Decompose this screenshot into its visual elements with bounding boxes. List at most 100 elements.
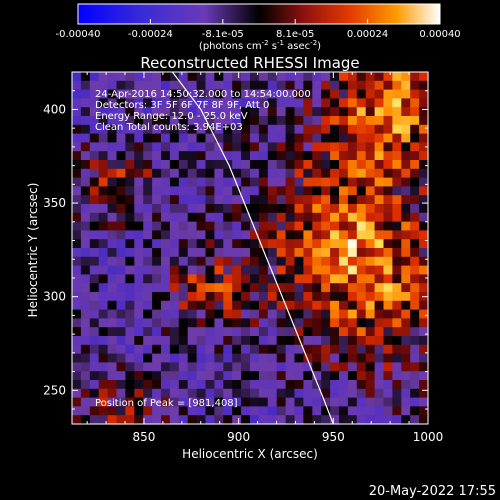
heatmap-cell bbox=[339, 195, 349, 205]
heatmap-cell bbox=[330, 336, 340, 346]
heatmap-cell bbox=[223, 256, 233, 267]
heatmap-cell bbox=[339, 72, 349, 82]
heatmap-cell bbox=[107, 230, 118, 240]
heatmap-cell bbox=[107, 212, 118, 223]
heatmap-cell bbox=[223, 415, 233, 425]
heatmap-cell bbox=[419, 80, 429, 91]
heatmap-cell bbox=[98, 168, 109, 179]
heatmap-cell bbox=[401, 415, 411, 425]
heatmap-cell bbox=[321, 388, 331, 399]
heatmap-cell bbox=[152, 151, 162, 161]
heatmap-cell bbox=[330, 380, 340, 390]
heatmap-cell bbox=[232, 142, 242, 152]
heatmap-cell bbox=[98, 124, 109, 135]
heatmap-cell bbox=[116, 72, 126, 82]
heatmap-cell bbox=[276, 230, 287, 240]
heatmap-cell bbox=[241, 239, 251, 249]
heatmap-cell bbox=[241, 265, 251, 275]
heatmap-cell bbox=[250, 353, 260, 363]
heatmap-cell bbox=[107, 336, 118, 346]
heatmap-cell bbox=[258, 318, 269, 328]
heatmap-cell bbox=[98, 98, 109, 108]
heatmap-cell bbox=[214, 89, 224, 99]
heatmap-cell bbox=[347, 89, 358, 99]
heatmap-cell bbox=[356, 230, 367, 240]
heatmap-cell bbox=[205, 204, 215, 214]
heatmap-cell bbox=[330, 362, 340, 372]
heatmap-cell bbox=[205, 72, 215, 82]
heatmap-cell bbox=[89, 107, 100, 117]
heatmap-cell bbox=[205, 415, 215, 425]
heatmap-cell bbox=[303, 336, 313, 346]
heatmap-cell bbox=[205, 397, 215, 407]
heatmap-cell bbox=[356, 160, 367, 170]
heatmap-cell bbox=[303, 300, 313, 311]
heatmap-cell bbox=[383, 265, 393, 275]
heatmap-cell bbox=[294, 107, 304, 117]
heatmap-cell bbox=[312, 274, 322, 284]
heatmap-cell bbox=[196, 274, 207, 284]
heatmap-cell bbox=[267, 124, 278, 135]
heatmap-cell bbox=[383, 142, 393, 152]
heatmap-cell bbox=[152, 204, 162, 214]
heatmap-cell bbox=[223, 327, 233, 337]
heatmap-cell bbox=[383, 230, 393, 240]
heatmap-cell bbox=[258, 336, 269, 346]
heatmap-cell bbox=[347, 274, 358, 284]
heatmap-cell bbox=[285, 283, 296, 293]
heatmap-cell bbox=[285, 362, 296, 372]
heatmap-cell bbox=[98, 388, 109, 399]
heatmap-cell bbox=[125, 160, 135, 170]
heatmap-cell bbox=[223, 371, 233, 381]
heatmap-cell bbox=[285, 116, 296, 126]
heatmap-cell bbox=[116, 177, 126, 187]
heatmap-cell bbox=[205, 89, 215, 99]
heatmap-cell bbox=[392, 406, 402, 416]
heatmap-cell bbox=[347, 168, 358, 179]
heatmap-cell bbox=[241, 274, 251, 284]
heatmap-cell bbox=[187, 336, 198, 346]
heatmap-cell bbox=[419, 397, 429, 407]
heatmap-cell bbox=[303, 80, 313, 91]
heatmap-cell bbox=[80, 371, 91, 381]
heatmap-cell bbox=[267, 116, 278, 126]
heatmap-cell bbox=[347, 397, 358, 407]
heatmap-cell bbox=[321, 160, 331, 170]
heatmap-cell bbox=[312, 309, 322, 319]
heatmap-cell bbox=[107, 89, 118, 99]
heatmap-cell bbox=[196, 186, 207, 196]
heatmap-cell bbox=[294, 309, 304, 319]
heatmap-cell bbox=[143, 353, 153, 363]
heatmap-cell bbox=[285, 177, 296, 187]
heatmap-cell bbox=[152, 186, 162, 196]
heatmap-cell bbox=[374, 124, 385, 135]
heatmap-cell bbox=[365, 388, 376, 399]
heatmap-cell bbox=[374, 397, 385, 407]
y-tick-label: 300 bbox=[43, 290, 66, 304]
heatmap-cell bbox=[205, 309, 215, 319]
heatmap-cell bbox=[223, 397, 233, 407]
heatmap-cell bbox=[72, 353, 82, 363]
heatmap-cell bbox=[178, 230, 189, 240]
heatmap-cell bbox=[72, 230, 82, 240]
heatmap-cell bbox=[143, 133, 153, 143]
heatmap-cell bbox=[169, 318, 180, 328]
heatmap-cell bbox=[303, 309, 313, 319]
heatmap-cell bbox=[205, 116, 215, 126]
heatmap-cell bbox=[276, 415, 287, 425]
heatmap-cell bbox=[80, 406, 91, 416]
heatmap-cell bbox=[125, 344, 135, 355]
heatmap-cell bbox=[365, 336, 376, 346]
plot-frame bbox=[71, 71, 429, 425]
heatmap-cell bbox=[143, 318, 153, 328]
heatmap-cell bbox=[169, 168, 180, 179]
heatmap-cell bbox=[401, 72, 411, 82]
heatmap-cell bbox=[294, 256, 304, 267]
heatmap-cell bbox=[365, 80, 376, 91]
heatmap-cell bbox=[294, 230, 304, 240]
heatmap-cell bbox=[392, 371, 402, 381]
heatmap-cell bbox=[250, 380, 260, 390]
heatmap-cell bbox=[187, 283, 198, 293]
heatmap-cell bbox=[134, 133, 144, 143]
heatmap-cell bbox=[365, 309, 376, 319]
